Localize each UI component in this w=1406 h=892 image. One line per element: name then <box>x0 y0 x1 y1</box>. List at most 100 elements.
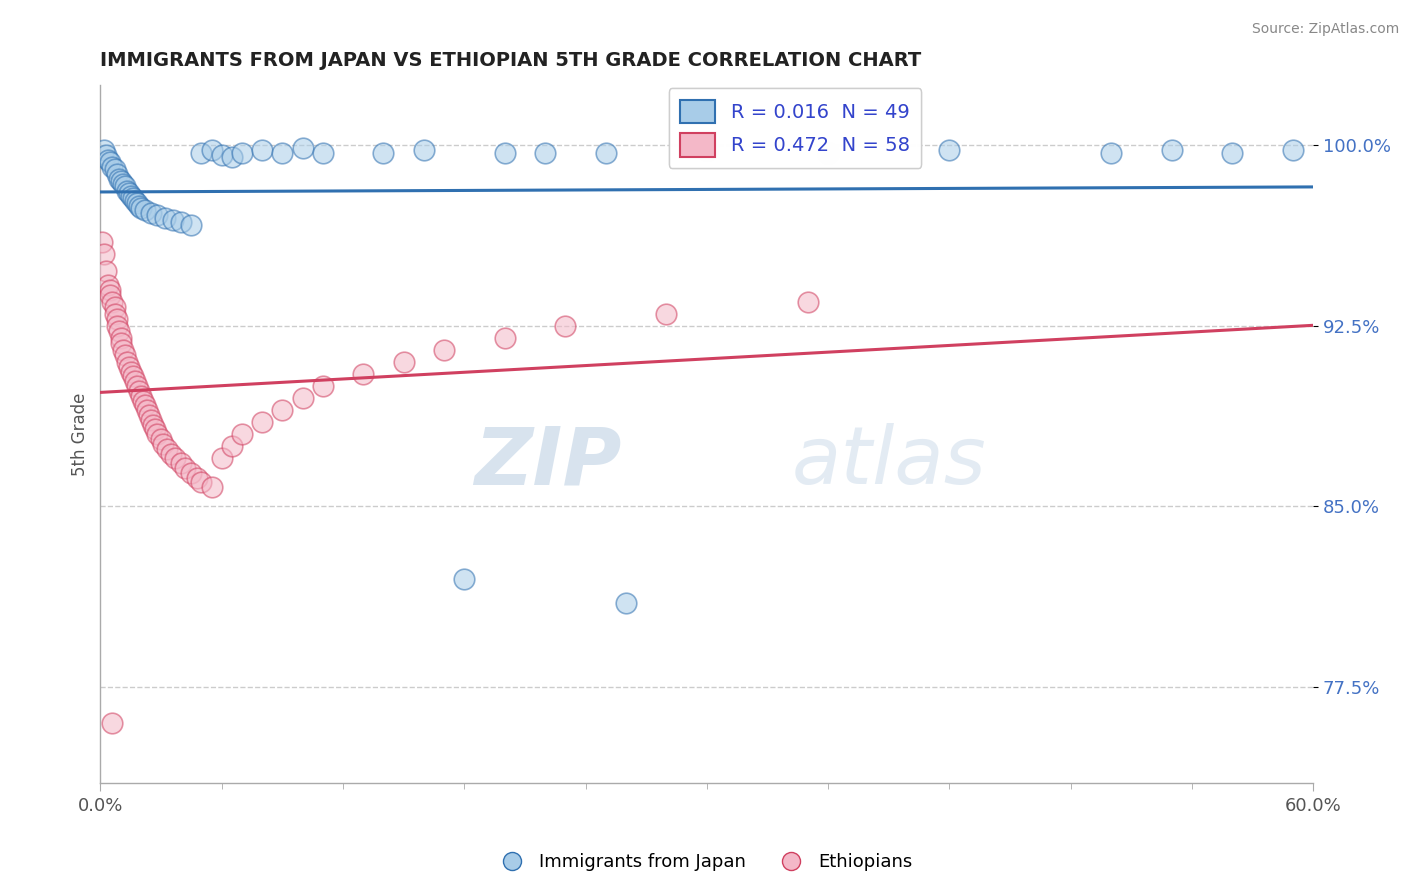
Point <box>221 439 243 453</box>
Point <box>105 311 128 326</box>
Point <box>118 359 141 374</box>
Point <box>186 470 208 484</box>
Text: atlas: atlas <box>792 423 987 501</box>
Point <box>120 189 142 203</box>
Point <box>111 177 134 191</box>
Point <box>160 446 183 460</box>
Point <box>103 307 125 321</box>
Point <box>142 417 165 432</box>
Point <box>114 348 136 362</box>
Point <box>100 287 122 301</box>
Point <box>453 572 475 586</box>
Point <box>312 145 335 160</box>
Point <box>97 153 120 167</box>
Point <box>231 427 253 442</box>
Point <box>143 422 166 436</box>
Point <box>118 186 141 201</box>
Text: Source: ZipAtlas.com: Source: ZipAtlas.com <box>1251 22 1399 37</box>
Point <box>433 343 456 357</box>
Point <box>107 324 129 338</box>
Point <box>120 365 142 379</box>
Point <box>291 141 314 155</box>
Point <box>696 143 718 157</box>
Point <box>124 194 146 208</box>
Point <box>190 475 212 490</box>
Point <box>129 201 152 215</box>
Point <box>1222 145 1244 160</box>
Point <box>412 143 434 157</box>
Point <box>180 466 202 480</box>
Point <box>180 218 202 232</box>
Point <box>170 215 193 229</box>
Point <box>1099 145 1122 160</box>
Point <box>211 451 233 466</box>
Point <box>554 318 576 333</box>
Point <box>124 374 146 388</box>
Point <box>125 379 148 393</box>
Point <box>152 437 174 451</box>
Text: ZIP: ZIP <box>475 423 621 501</box>
Point <box>211 148 233 162</box>
Point <box>200 143 222 157</box>
Text: IMMIGRANTS FROM JAPAN VS ETHIOPIAN 5TH GRADE CORRELATION CHART: IMMIGRANTS FROM JAPAN VS ETHIOPIAN 5TH G… <box>100 51 921 70</box>
Point <box>96 263 118 277</box>
Point <box>107 172 129 186</box>
Point <box>100 155 122 169</box>
Point <box>312 379 335 393</box>
Point <box>135 403 157 417</box>
Point <box>101 716 124 731</box>
Point <box>817 145 839 160</box>
Point <box>101 160 124 174</box>
Point <box>110 331 132 345</box>
Point <box>121 369 143 384</box>
Point <box>271 145 294 160</box>
Point <box>125 196 148 211</box>
Y-axis label: 5th Grade: 5th Grade <box>72 392 89 476</box>
Point <box>291 391 314 405</box>
Point <box>153 211 176 225</box>
Point <box>494 145 516 160</box>
Point <box>534 145 557 160</box>
Point <box>128 198 150 212</box>
Point <box>101 294 124 309</box>
Point <box>150 432 173 446</box>
Point <box>93 143 115 157</box>
Point <box>271 403 294 417</box>
Point <box>139 413 162 427</box>
Point <box>170 456 193 470</box>
Point <box>110 335 132 350</box>
Point <box>392 355 415 369</box>
Point <box>97 277 120 292</box>
Point <box>162 213 184 227</box>
Point <box>797 294 820 309</box>
Point <box>165 451 187 466</box>
Point <box>146 427 169 442</box>
Point <box>250 415 273 429</box>
Point <box>110 174 132 188</box>
Point <box>595 145 617 160</box>
Point <box>1282 143 1305 157</box>
Point <box>373 145 395 160</box>
Point <box>250 143 273 157</box>
Point <box>190 145 212 160</box>
Point <box>103 162 125 177</box>
Point <box>91 235 114 249</box>
Point <box>111 343 134 357</box>
Point <box>105 318 128 333</box>
Point <box>938 143 960 157</box>
Point <box>138 408 160 422</box>
Point <box>105 167 128 181</box>
Point <box>129 389 152 403</box>
Point <box>156 442 179 456</box>
Point <box>200 480 222 494</box>
Point <box>115 355 138 369</box>
Point <box>1160 143 1182 157</box>
Point <box>115 184 138 198</box>
Point <box>100 283 122 297</box>
Point <box>93 246 115 260</box>
Point <box>132 393 155 408</box>
Point <box>231 145 253 160</box>
Point <box>103 300 125 314</box>
Point <box>146 208 169 222</box>
Point <box>134 203 156 218</box>
